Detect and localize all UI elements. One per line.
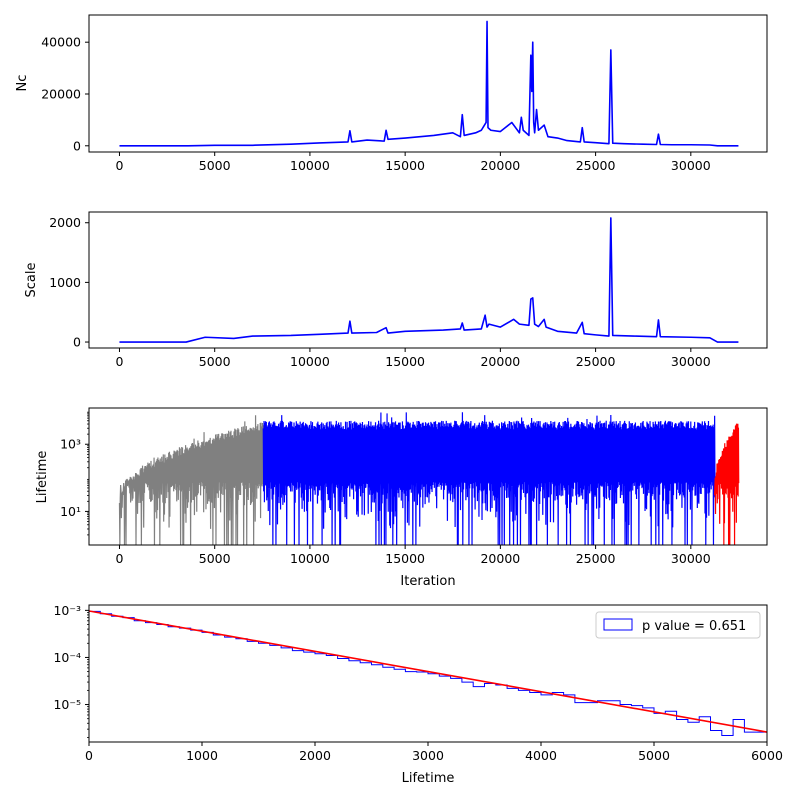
x-tick-label: 20000 [480, 551, 520, 566]
plot-marks [118, 412, 740, 545]
x-tick-label: 20000 [480, 354, 520, 369]
lifetime-trace-0 [118, 415, 265, 545]
x-tick-label: 4000 [525, 748, 557, 763]
x-tick-label: 10000 [290, 354, 330, 369]
x-tick-label: 0 [85, 748, 93, 763]
x-tick-label: 5000 [638, 748, 670, 763]
plot-marks [119, 217, 739, 343]
x-tick-label: 10000 [290, 551, 330, 566]
x-tick-label: 0 [115, 551, 123, 566]
y-tick-label: 10⁻³ [53, 603, 81, 618]
x-tick-label: 30000 [671, 551, 711, 566]
series-line [119, 20, 739, 147]
lifetime-y-axis-label: Lifetime [35, 451, 50, 504]
x-tick-label: 3000 [412, 748, 444, 763]
x-tick-label: 6000 [751, 748, 783, 763]
legend-label: p value = 0.651 [642, 619, 746, 634]
lifetime-x-axis-label: Lifetime [402, 771, 455, 786]
axes-frame [88, 407, 768, 546]
plot-marks [89, 610, 767, 742]
y-tick-label: 40000 [41, 35, 81, 50]
y-tick-label: 2000 [49, 215, 81, 230]
scale-plot-area: 0 5000 10000 15000 20000 25000 30000 0 1000 2000 [49, 211, 768, 369]
plot-marks [119, 20, 739, 147]
axes-frame [88, 211, 768, 349]
y-tick-label: 10¹ [60, 504, 81, 519]
x-tick-label: 30000 [671, 354, 711, 369]
y-tick-label: 10³ [60, 437, 81, 452]
x-tick-label: 15000 [385, 354, 425, 369]
iteration-x-axis-label: Iteration [400, 574, 455, 589]
series-line [119, 217, 739, 343]
panel-histogram: 0 1000 2000 3000 4000 5000 6000 10⁻⁵ 10⁻⁴ 10⁻³ Li… [53, 603, 782, 786]
axes-frame [88, 14, 768, 153]
x-tick-label: 5000 [199, 158, 231, 173]
panel-scale: 0 5000 10000 15000 20000 25000 30000010002000 … [24, 211, 768, 369]
x-tick-label: 1000 [186, 748, 218, 763]
x-tick-label: 5000 [199, 551, 231, 566]
panel-nc: 0 5000 10000 15000 20000 25000 30000 0 20000 4000… [15, 14, 768, 173]
x-tick-label: 5000 [199, 354, 231, 369]
lifetime-trace-2 [714, 423, 740, 545]
x-tick-label: 25000 [576, 551, 616, 566]
x-tick-label: 15000 [385, 551, 425, 566]
y-tick-label: 20000 [41, 86, 81, 101]
x-tick-label: 15000 [385, 158, 425, 173]
lifetime-trace-1 [262, 412, 716, 545]
lifetime-plot-area: 0 5000 10000 15000 20000 25000 30000 10¹ 10³ [60, 407, 768, 566]
x-tick-label: 25000 [576, 158, 616, 173]
y-tick-label: 1000 [49, 275, 81, 290]
x-tick-label: 30000 [671, 158, 711, 173]
x-tick-label: 25000 [576, 354, 616, 369]
nc-plot-area: 0 5000 10000 15000 20000 25000 30000 0 20000 4000… [41, 14, 768, 173]
scale-y-axis-label: Scale [24, 263, 39, 298]
y-tick-label: 0 [73, 138, 81, 153]
x-tick-label: 0 [115, 158, 123, 173]
histogram-plot-area: 0 1000 2000 3000 4000 5000 6000 10⁻⁵ 10⁻⁴ 10⁻³ [53, 603, 782, 763]
x-tick-label: 10000 [290, 158, 330, 173]
fit-line [89, 610, 767, 733]
x-tick-label: 0 [115, 354, 123, 369]
legend-swatch [603, 618, 633, 631]
x-tick-label: 2000 [299, 748, 331, 763]
y-tick-label: 0 [73, 335, 81, 350]
legend: p value = 0.651 [595, 611, 761, 639]
y-tick-label: 10⁻⁵ [53, 697, 81, 712]
y-tick-label: 10⁻⁴ [53, 650, 81, 665]
legend-frame [595, 611, 761, 639]
panel-lifetime: 0 5000 10000 15000 20000 25000 30000 10¹ 10³ Lif… [35, 407, 768, 589]
x-tick-label: 20000 [480, 158, 520, 173]
nc-y-axis-label: Nc [15, 75, 30, 92]
